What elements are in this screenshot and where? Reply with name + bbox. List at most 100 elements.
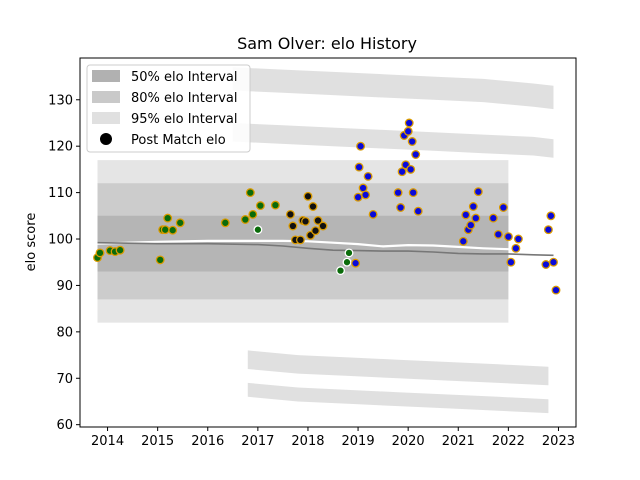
- legend-swatch-95: [92, 112, 120, 124]
- post-match-point: [498, 203, 508, 212]
- x-tick-label: 2019: [342, 434, 375, 449]
- x-tick-label: 2016: [191, 434, 224, 449]
- post-match-point: [543, 225, 553, 235]
- post-match-point: [458, 236, 468, 246]
- y-tick-label: 80: [56, 325, 73, 340]
- legend: 50% elo Interval 80% elo Interval 95% el…: [86, 64, 251, 153]
- post-match-point: [285, 209, 295, 219]
- post-match-point: [115, 245, 125, 255]
- outer-band-0: [232, 67, 554, 110]
- legend-label-80: 80% elo Interval: [131, 91, 238, 106]
- post-match-point: [313, 216, 323, 225]
- y-tick-label: 90: [56, 279, 73, 294]
- y-tick-label: 130: [48, 93, 73, 108]
- post-match-point: [95, 248, 105, 258]
- post-match-point: [163, 213, 173, 223]
- legend-label-50: 50% elo Interval: [131, 70, 238, 85]
- post-match-point: [336, 266, 345, 276]
- post-match-point: [351, 258, 361, 268]
- post-match-point: [549, 257, 558, 267]
- post-match-point: [406, 164, 416, 174]
- post-match-point: [493, 229, 503, 239]
- post-match-point: [295, 235, 305, 245]
- x-tick-label: 2022: [492, 434, 525, 449]
- y-tick-label: 70: [56, 372, 73, 387]
- outer-band-1: [232, 123, 554, 158]
- outer-band-3: [247, 382, 549, 414]
- post-match-point: [488, 213, 498, 223]
- post-match-point: [255, 201, 265, 211]
- interval-band50: [97, 215, 509, 272]
- x-tick-label: 2023: [542, 434, 575, 449]
- y-tick-label: 120: [48, 140, 73, 155]
- mean-elo-line: [97, 241, 554, 257]
- smoothed-elo-line: [97, 239, 554, 256]
- post-match-points: [93, 118, 561, 295]
- post-match-point: [220, 218, 230, 228]
- post-match-point: [301, 216, 310, 226]
- post-match-point: [511, 243, 521, 253]
- post-match-point: [461, 210, 471, 220]
- legend-swatch-50: [92, 70, 120, 82]
- y-tick-label: 100: [48, 233, 73, 248]
- post-match-point: [471, 213, 481, 223]
- post-match-point: [318, 221, 328, 231]
- post-match-point: [361, 190, 371, 200]
- post-match-point: [363, 171, 373, 181]
- y-axis: 60 70 80 90 100 110 120 130: [48, 93, 80, 433]
- legend-box: [86, 64, 251, 153]
- y-tick-label: 60: [56, 418, 73, 433]
- y-axis-label: elo score: [24, 213, 39, 272]
- post-match-point: [413, 206, 423, 216]
- post-match-point: [403, 126, 413, 136]
- x-tick-label: 2021: [442, 434, 475, 449]
- post-match-point: [311, 226, 320, 236]
- post-match-point: [396, 203, 406, 212]
- post-match-point: [270, 200, 280, 210]
- x-tick-label: 2018: [291, 434, 324, 449]
- post-match-point: [407, 137, 417, 146]
- x-tick-label: 2014: [91, 434, 124, 449]
- post-match-point: [308, 202, 318, 211]
- post-match-point: [513, 234, 523, 244]
- post-match-point: [408, 188, 418, 198]
- post-match-point: [368, 209, 378, 219]
- x-axis: 2014 2015 2016 2017 2018 2019 2020 2021 2022 2023: [91, 427, 575, 449]
- plot-area: [93, 67, 561, 414]
- x-tick-label: 2015: [141, 434, 174, 449]
- trend-lines: [97, 239, 554, 257]
- plot-frame: [79, 57, 577, 428]
- post-match-point: [411, 150, 421, 159]
- x-tick-label: 2020: [392, 434, 425, 449]
- post-match-point: [506, 257, 516, 267]
- post-match-point: [468, 202, 478, 211]
- post-match-point: [404, 118, 414, 128]
- post-match-point: [353, 192, 363, 202]
- legend-label-95: 95% elo Interval: [131, 112, 238, 127]
- legend-label-point: Post Match elo: [131, 133, 226, 148]
- post-match-point: [466, 220, 476, 230]
- post-match-point: [397, 167, 407, 177]
- post-match-point: [160, 225, 170, 235]
- post-match-point: [240, 215, 250, 224]
- post-match-point: [551, 285, 561, 295]
- post-match-point: [253, 225, 263, 235]
- chart-title: Sam Olver: elo History: [237, 34, 417, 53]
- post-match-point: [155, 255, 165, 265]
- post-match-point: [356, 141, 366, 151]
- legend-swatch-80: [92, 91, 120, 103]
- outer-band-2: [247, 350, 549, 386]
- post-match-point: [541, 260, 551, 269]
- y-tick-label: 110: [48, 186, 73, 201]
- post-match-point: [168, 225, 178, 235]
- post-match-point: [473, 187, 483, 197]
- post-match-point: [503, 232, 513, 242]
- post-match-point: [354, 162, 364, 172]
- post-match-point: [342, 257, 352, 267]
- post-match-point: [344, 248, 354, 258]
- post-match-point: [245, 188, 255, 198]
- post-match-point: [248, 209, 258, 219]
- x-tick-label: 2017: [241, 434, 274, 449]
- post-match-point: [288, 221, 298, 231]
